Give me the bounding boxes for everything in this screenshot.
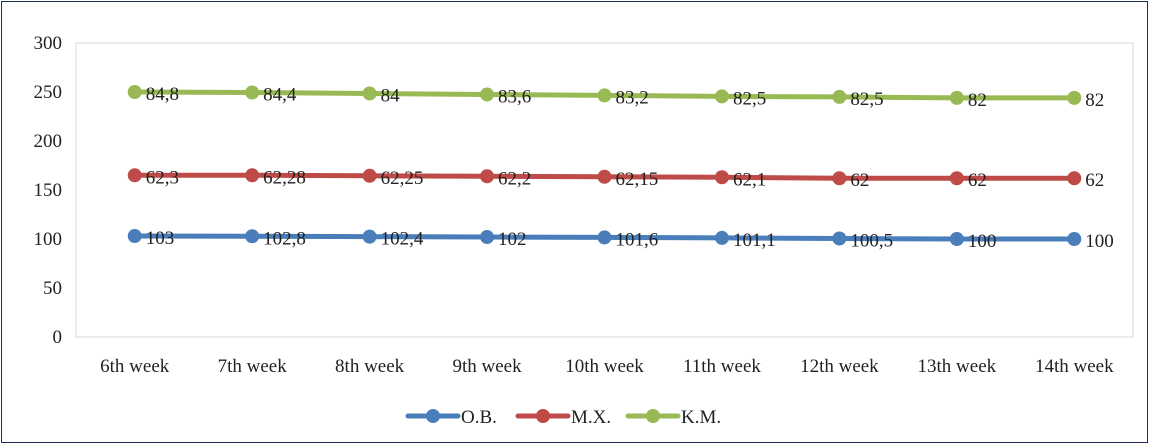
legend-item: O.B. (408, 407, 497, 428)
legend-item: M.X. (518, 407, 611, 428)
data-point (128, 168, 142, 182)
data-label: 82,5 (850, 89, 883, 110)
legend-swatch-marker (536, 409, 550, 423)
legend: O.B. M.X. K.M. (408, 407, 721, 428)
x-tick-label: 9th week (452, 356, 522, 377)
y-tick-label: 250 (34, 82, 63, 103)
y-tick-label: 150 (34, 180, 63, 201)
x-tick-label: 14th week (1035, 356, 1114, 377)
x-tick-label: 13th week (918, 356, 997, 377)
data-point (128, 229, 142, 243)
x-tick-label: 8th week (335, 356, 405, 377)
data-label: 62,15 (616, 169, 659, 190)
series-layer (128, 85, 1082, 246)
y-tick-label: 100 (34, 229, 63, 250)
data-label: 62,3 (146, 167, 179, 188)
legend-label: K.M. (681, 407, 721, 428)
data-point (715, 170, 729, 184)
x-tick-label: 10th week (565, 356, 644, 377)
data-label: 84 (381, 85, 401, 106)
y-tick-label: 0 (53, 327, 63, 348)
data-point (480, 169, 494, 183)
legend-label: O.B. (461, 407, 497, 428)
data-point (245, 229, 259, 243)
data-label: 62,1 (733, 169, 766, 190)
x-tick-label: 6th week (100, 356, 170, 377)
data-label: 62,28 (263, 167, 306, 188)
data-label: 62 (968, 170, 987, 191)
data-label: 62,25 (381, 168, 424, 189)
data-point (1067, 91, 1081, 105)
y-tick-label: 200 (34, 131, 63, 152)
data-point (715, 231, 729, 245)
data-point (363, 86, 377, 100)
legend-swatch-marker (426, 409, 440, 423)
data-point (832, 90, 846, 104)
data-point (832, 171, 846, 185)
legend-label: M.X. (571, 407, 611, 428)
x-tick-label: 7th week (218, 356, 288, 377)
data-point (128, 85, 142, 99)
data-label: 102,8 (263, 228, 306, 249)
data-point (950, 171, 964, 185)
legend-item: K.M. (628, 407, 721, 428)
data-label: 102,4 (381, 229, 424, 250)
data-label: 101,6 (616, 229, 659, 250)
y-axis: 0 50 100 150 200 250 300 (34, 33, 63, 348)
data-label: 82,5 (733, 88, 766, 109)
data-point (245, 168, 259, 182)
data-point (363, 230, 377, 244)
data-point (480, 87, 494, 101)
data-label: 84,8 (146, 84, 179, 105)
data-label: 83,2 (616, 87, 649, 108)
data-label: 100 (1085, 231, 1114, 252)
data-label: 101,1 (733, 230, 776, 251)
data-label: 100 (968, 231, 997, 252)
y-tick-label: 50 (43, 278, 62, 299)
data-point (480, 230, 494, 244)
data-label: 103 (146, 228, 175, 249)
data-point (363, 169, 377, 183)
data-point (950, 91, 964, 105)
data-point (1067, 232, 1081, 246)
data-point (598, 88, 612, 102)
data-point (950, 232, 964, 246)
y-tick-label: 300 (34, 33, 63, 54)
data-point (598, 170, 612, 184)
data-label: 100,5 (850, 231, 893, 252)
data-label-layer: 103 102,8 102,4 102 101,6 101,1 100,5 100 100 62,… (146, 84, 1114, 252)
data-label: 82 (1085, 90, 1104, 111)
data-label: 82 (968, 90, 987, 111)
data-point (598, 230, 612, 244)
data-label: 62,2 (498, 168, 531, 189)
data-label: 62 (850, 170, 869, 191)
data-point (245, 85, 259, 99)
legend-swatch-marker (646, 409, 660, 423)
data-label: 84,4 (263, 84, 297, 105)
data-label: 83,6 (498, 86, 531, 107)
x-axis: 6th week 7th week 8th week 9th week 10th wee… (100, 356, 1114, 377)
data-point (715, 89, 729, 103)
data-label: 62 (1085, 170, 1104, 191)
data-label: 102 (498, 229, 527, 250)
data-point (832, 232, 846, 246)
x-tick-label: 12th week (800, 356, 879, 377)
data-point (1067, 171, 1081, 185)
x-tick-label: 11th week (683, 356, 761, 377)
